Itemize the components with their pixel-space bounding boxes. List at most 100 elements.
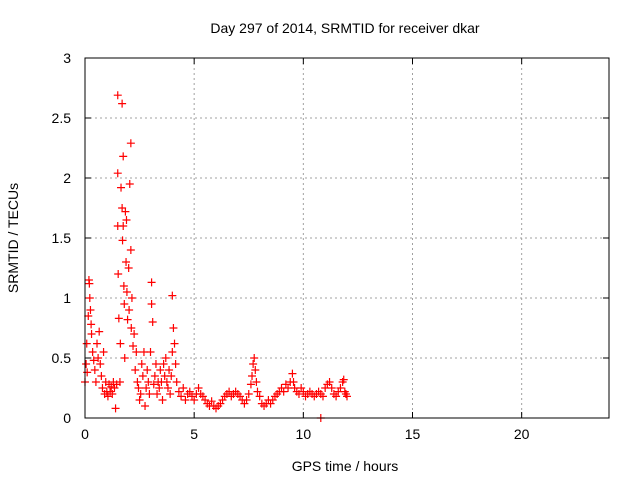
data-point [168, 348, 177, 356]
data-point [123, 315, 132, 324]
data-point [126, 246, 135, 254]
data-point [91, 378, 100, 386]
data-point [96, 360, 105, 368]
data-point [133, 378, 142, 386]
data-point [201, 396, 210, 404]
data-point [85, 279, 94, 288]
data-point [137, 360, 146, 368]
data-point [327, 384, 336, 392]
y-tick-label: 0.5 [52, 350, 72, 366]
y-tick-label: 1.5 [52, 230, 72, 246]
data-point [161, 354, 170, 362]
data-point [289, 378, 298, 386]
data-point [113, 91, 122, 100]
data-point [181, 396, 190, 404]
data-point [134, 384, 143, 392]
data-point [125, 306, 134, 314]
data-point [250, 354, 259, 362]
data-point [147, 300, 156, 308]
data-point [90, 366, 99, 374]
data-point [127, 324, 136, 332]
data-point [156, 366, 165, 374]
data-point [165, 366, 174, 374]
data-point [279, 387, 288, 396]
data-point [83, 368, 92, 377]
data-point [119, 282, 128, 290]
data-point [98, 384, 107, 392]
data-point [88, 348, 97, 356]
data-point [135, 396, 144, 404]
x-axis-label: GPS time / hours [292, 458, 399, 474]
data-point [114, 314, 123, 323]
data-point [127, 294, 136, 302]
data-point [158, 396, 167, 404]
data-point [113, 169, 122, 178]
data-point [163, 384, 172, 392]
y-axis-label: SRMTID / TECUs [5, 183, 21, 293]
data-point [332, 392, 341, 401]
data-point [240, 399, 249, 408]
data-point [124, 264, 133, 272]
data-point [253, 387, 262, 396]
y-tick-label: 0 [63, 410, 71, 426]
data-point [87, 320, 96, 329]
data-point [336, 384, 345, 392]
plot-frame [84, 57, 610, 419]
data-point [318, 392, 327, 401]
data-point [167, 372, 176, 380]
data-point [99, 348, 108, 356]
data-point [126, 139, 135, 148]
data-point [149, 380, 158, 389]
data-point [141, 402, 150, 410]
data-point [93, 339, 102, 348]
x-tick-label: 0 [81, 426, 89, 442]
data-point [115, 378, 124, 386]
data-point [218, 396, 227, 404]
data-point [162, 378, 171, 386]
data-point [255, 392, 264, 401]
data-point [249, 360, 258, 368]
data-point [166, 390, 175, 398]
data-point [294, 390, 303, 398]
data-point [343, 392, 351, 401]
data-point [132, 348, 141, 356]
data-point [129, 342, 138, 350]
data-point [297, 384, 306, 392]
chart-title: Day 297 of 2014, SRMTID for receiver dka… [210, 20, 480, 36]
data-point [97, 372, 106, 380]
data-point [177, 392, 186, 401]
data-point [87, 330, 96, 338]
data-point [179, 384, 188, 392]
data-point [174, 387, 183, 396]
data-point [251, 366, 260, 374]
data-point [86, 306, 95, 314]
data-point [207, 397, 216, 406]
data-point [118, 204, 127, 212]
data-point [136, 390, 145, 398]
data-point [172, 378, 181, 386]
data-point [119, 152, 128, 161]
data-point [242, 396, 251, 404]
data-point [117, 183, 126, 192]
data-point [142, 384, 151, 392]
data-point [107, 382, 116, 391]
y-tick-label: 2 [63, 170, 71, 186]
data-point [153, 390, 162, 398]
x-tick-label: 20 [514, 426, 530, 442]
data-point [122, 258, 131, 266]
data-point [130, 330, 139, 338]
data-point [246, 380, 255, 389]
data-point [145, 390, 154, 398]
data-point [118, 236, 127, 245]
data-point [155, 384, 164, 392]
x-tick-label: 5 [190, 426, 198, 442]
data-point [169, 324, 178, 332]
data-point [82, 360, 91, 368]
data-point [125, 180, 134, 188]
data-point [89, 356, 98, 365]
data-point [143, 366, 152, 374]
data-point [325, 378, 334, 386]
data-point [122, 216, 131, 224]
data-point [288, 369, 297, 378]
